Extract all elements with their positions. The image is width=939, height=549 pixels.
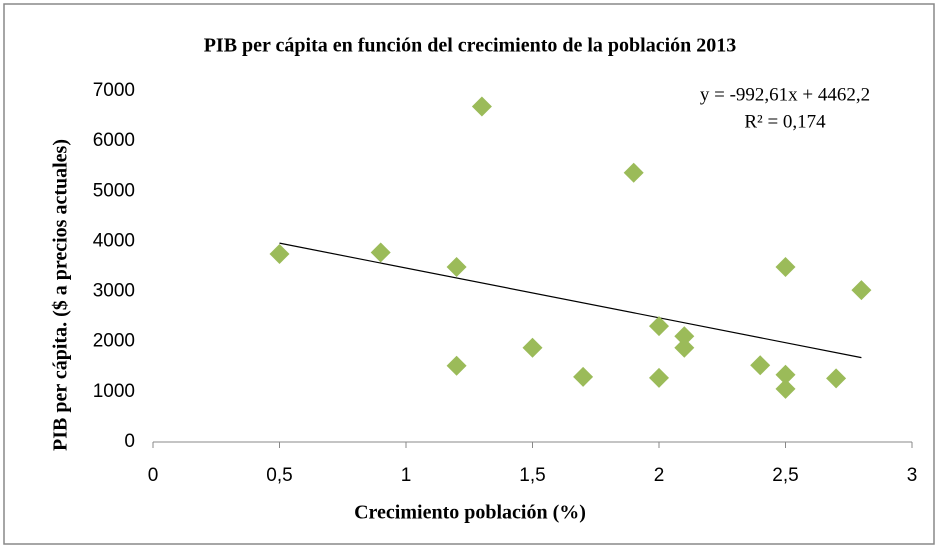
y-tick-label: 0 xyxy=(124,431,135,452)
y-tick-label: 6000 xyxy=(93,130,135,151)
trend-line xyxy=(279,242,862,359)
y-tick-label: 2000 xyxy=(93,331,135,352)
y-tick-label: 5000 xyxy=(93,180,135,201)
data-point xyxy=(851,280,872,301)
data-point xyxy=(674,337,695,358)
y-tick-label: 7000 xyxy=(93,80,135,101)
x-tick-label: 2,5 xyxy=(772,465,798,486)
data-point xyxy=(775,378,796,399)
y-axis-label: PIB per cápita. ($ a precios actuales) xyxy=(50,139,72,451)
data-point xyxy=(623,162,644,183)
x-axis-label: Crecimiento población (%) xyxy=(354,502,586,524)
trend-r2: R² = 0,174 xyxy=(744,111,826,132)
data-point xyxy=(446,257,467,278)
data-point xyxy=(649,316,669,337)
y-tick-label: 3000 xyxy=(93,281,135,302)
y-tick-label: 1000 xyxy=(93,381,135,402)
data-point xyxy=(826,368,847,389)
data-point xyxy=(750,355,771,376)
data-point xyxy=(775,257,796,278)
x-tick-label: 0,5 xyxy=(266,465,292,486)
chart-title: PIB per cápita en función del crecimient… xyxy=(204,35,737,57)
x-tick-label: 1 xyxy=(401,465,412,486)
x-tick-label: 1,5 xyxy=(519,465,545,486)
data-point xyxy=(522,337,543,358)
y-tick-label: 4000 xyxy=(93,230,135,251)
trend-equation: y = -992,61x + 4462,2 xyxy=(700,84,870,105)
x-tick-label: 0 xyxy=(148,465,159,486)
x-tick-label: 2 xyxy=(654,465,665,486)
data-point xyxy=(269,243,290,264)
x-tick-label: 3 xyxy=(907,465,918,486)
data-point xyxy=(674,326,695,347)
data-point xyxy=(471,96,492,117)
data-point xyxy=(649,367,669,388)
chart-border xyxy=(3,3,935,545)
data-point xyxy=(446,355,467,376)
data-point xyxy=(573,366,594,387)
data-point xyxy=(775,364,796,385)
data-point xyxy=(370,242,391,263)
